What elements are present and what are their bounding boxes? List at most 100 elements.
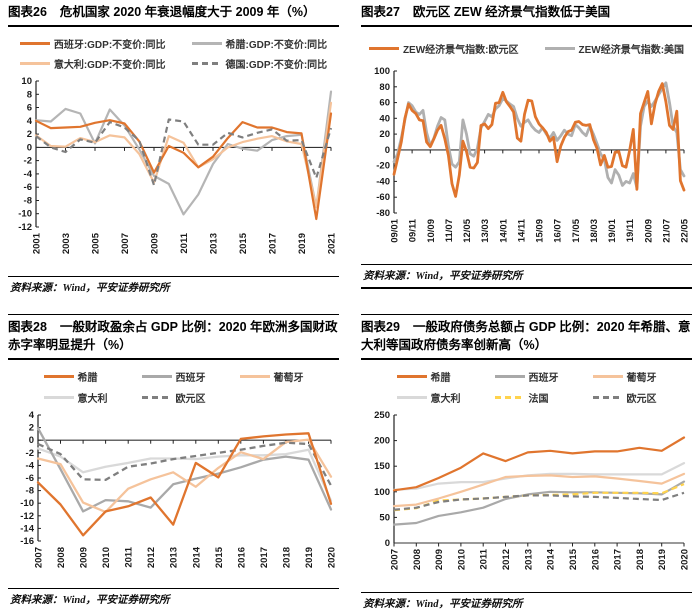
svg-text:19/11: 19/11 — [625, 218, 636, 242]
svg-text:2009: 2009 — [150, 233, 161, 254]
svg-text:2014: 2014 — [546, 548, 557, 570]
svg-text:2: 2 — [27, 129, 32, 140]
legend-label: 意大利:GDP:不变价:同比 — [53, 59, 166, 71]
legend-line-swatch — [494, 374, 525, 378]
svg-text:15/09: 15/09 — [535, 219, 546, 243]
legend-line-swatch — [19, 41, 50, 45]
svg-text:2015: 2015 — [238, 232, 249, 254]
legend-item: 西班牙 — [141, 369, 206, 384]
svg-text:-20: -20 — [376, 160, 390, 171]
svg-text:19/01: 19/01 — [607, 218, 618, 242]
svg-text:-8: -8 — [24, 195, 32, 206]
svg-text:2017: 2017 — [613, 549, 624, 570]
source-note: 资料来源：Wind，平安证券研究所 — [361, 591, 692, 609]
svg-text:2011: 2011 — [179, 232, 190, 253]
legend-line-swatch — [396, 374, 427, 378]
svg-text:-8: -8 — [26, 485, 34, 496]
legend-line-swatch — [191, 41, 222, 45]
figure-29: 图表29 一般政府债务总额占 GDP 比例：2020 年希腊、意大利等国政府债务率… — [361, 314, 692, 609]
svg-text:09/01: 09/01 — [390, 218, 401, 242]
svg-text:2015: 2015 — [568, 548, 579, 570]
svg-text:20: 20 — [379, 129, 390, 140]
svg-text:12/05: 12/05 — [462, 218, 473, 242]
legend-label: 希腊 — [430, 372, 451, 384]
legend-dashed-line-swatch — [141, 395, 172, 399]
svg-text:2020: 2020 — [327, 547, 338, 568]
legend: 西班牙:GDP:不变价:同比 希腊:GDP:不变价:同比 意大利:GDP:不变价:同… — [8, 36, 339, 71]
figure-title-text: 一般政府债务总额占 GDP 比例：2020 年希腊、意大利等国政府债务率创新高（… — [361, 320, 691, 352]
legend-item: 希腊 — [43, 369, 108, 384]
svg-text:40: 40 — [379, 113, 390, 124]
svg-text:2001: 2001 — [32, 232, 43, 254]
legend-label: ZEW经济景气指数:欧元区 — [402, 44, 519, 56]
svg-text:2009: 2009 — [434, 549, 445, 570]
svg-text:2007: 2007 — [120, 233, 131, 254]
svg-text:2020: 2020 — [680, 549, 691, 570]
svg-text:2011: 2011 — [479, 548, 490, 569]
legend-item: 希腊:GDP:不变价:同比 — [191, 36, 327, 51]
legend-dashed-line-swatch — [191, 61, 222, 65]
figure-tag: 图表26 — [8, 5, 47, 19]
svg-text:14/01: 14/01 — [498, 218, 509, 242]
svg-text:2003: 2003 — [61, 233, 72, 254]
svg-text:2007: 2007 — [34, 547, 45, 568]
svg-text:100: 100 — [374, 486, 390, 497]
svg-text:2016: 2016 — [590, 549, 601, 570]
svg-text:14/11: 14/11 — [516, 218, 527, 242]
svg-text:2013: 2013 — [523, 549, 534, 570]
svg-text:2017: 2017 — [268, 233, 279, 254]
svg-text:6: 6 — [27, 102, 32, 113]
figure-tag: 图表27 — [361, 5, 400, 19]
svg-text:150: 150 — [374, 461, 390, 472]
legend-line-swatch — [19, 61, 50, 65]
svg-text:-10: -10 — [18, 208, 32, 219]
svg-text:8: 8 — [27, 89, 32, 100]
figure-26-title: 图表26 危机国家 2020 年衰退幅度大于 2009 年（%） — [8, 3, 339, 27]
legend-line-swatch — [43, 395, 74, 399]
svg-text:100: 100 — [374, 66, 390, 77]
source-note: 资料来源：Wind，平安证券研究所 — [8, 587, 339, 609]
svg-text:-2: -2 — [24, 155, 32, 166]
legend-label: 希腊 — [77, 372, 98, 384]
figure-title-text: 一般财政盈余占 GDP 比例：2020 年欧洲多国财政赤字率明显提升（%） — [8, 320, 338, 352]
svg-text:200: 200 — [374, 435, 390, 446]
legend-item: 葡萄牙 — [592, 369, 657, 384]
svg-text:21/07: 21/07 — [661, 219, 672, 243]
legend-label: ZEW经济景气指数:美国 — [578, 44, 685, 56]
svg-text:4: 4 — [27, 116, 33, 127]
svg-text:2009: 2009 — [79, 547, 90, 568]
svg-text:2010: 2010 — [101, 547, 112, 568]
svg-text:2008: 2008 — [412, 549, 423, 570]
svg-text:-14: -14 — [20, 523, 34, 534]
svg-text:250: 250 — [374, 410, 390, 421]
legend-dashed-line-swatch — [592, 395, 623, 399]
svg-text:0: 0 — [29, 435, 34, 446]
svg-text:22/05: 22/05 — [680, 218, 691, 242]
legend-item: 法国 — [494, 390, 559, 405]
legend-item: 欧元区 — [141, 390, 206, 405]
source-note: 资料来源：Wind，平安证券研究所 — [361, 263, 692, 289]
svg-text:2016: 2016 — [236, 547, 247, 568]
legend-item: 欧元区 — [592, 390, 657, 405]
figure-title-text: 欧元区 ZEW 经济景气指数低于美国 — [412, 5, 611, 19]
svg-text:2014: 2014 — [191, 546, 202, 568]
source-note: 资料来源：Wind，平安证券研究所 — [8, 275, 339, 298]
svg-text:2008: 2008 — [56, 547, 67, 568]
svg-text:2005: 2005 — [91, 232, 102, 254]
svg-text:2019: 2019 — [304, 547, 315, 568]
svg-text:2012: 2012 — [146, 547, 157, 568]
figure-tag: 图表29 — [361, 320, 400, 334]
svg-text:13/03: 13/03 — [480, 219, 491, 243]
figure-29-title: 图表29 一般政府债务总额占 GDP 比例：2020 年希腊、意大利等国政府债务率… — [361, 314, 692, 360]
svg-text:-60: -60 — [376, 192, 390, 203]
svg-text:2013: 2013 — [209, 233, 220, 254]
svg-text:-40: -40 — [376, 176, 390, 187]
legend-label: 欧元区 — [175, 393, 206, 405]
svg-text:11/07: 11/07 — [444, 219, 455, 242]
legend-line-swatch — [396, 395, 427, 399]
svg-text:09/11: 09/11 — [408, 218, 419, 242]
legend-item: 意大利:GDP:不变价:同比 — [19, 56, 166, 71]
